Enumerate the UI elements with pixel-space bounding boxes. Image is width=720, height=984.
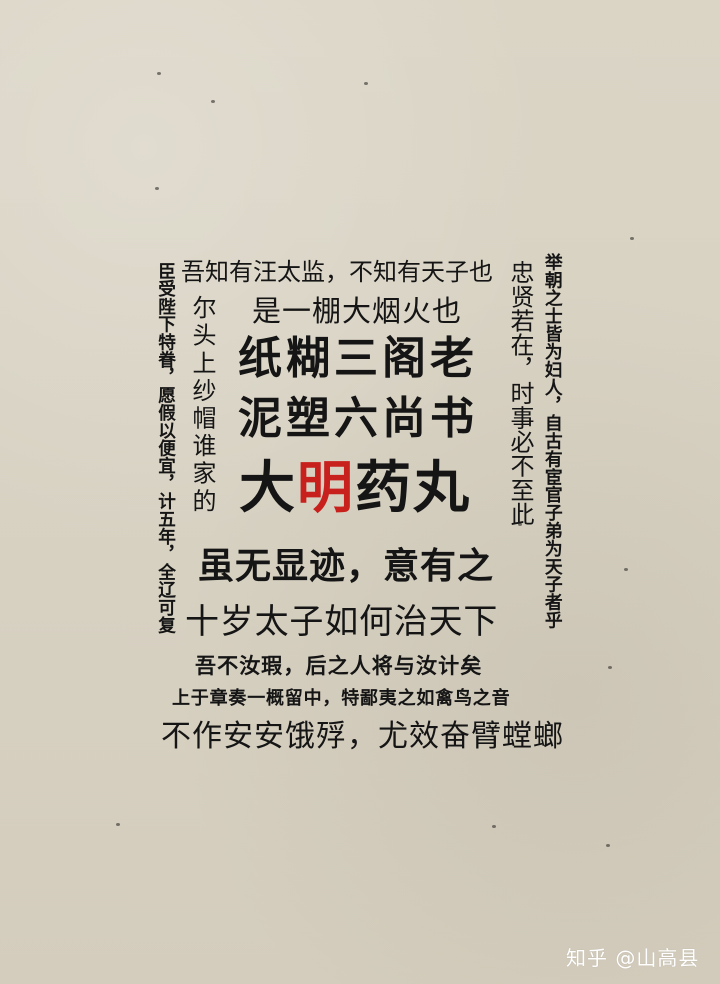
- quote-right-vertical-1: 忠贤若在，时事必不至此: [506, 260, 534, 527]
- big-char-ming-red: 明: [297, 455, 355, 521]
- paper-speck: [211, 100, 215, 103]
- quote-bottom: 不作安安饿殍，尤效奋臂螳螂: [161, 719, 564, 754]
- quote-right-vertical-2: 举朝之士皆为妇人，自古有宦官子弟为天子者乎: [541, 253, 563, 629]
- paper-speck: [157, 72, 161, 75]
- paper-speck: [608, 666, 612, 669]
- paper-speck: [606, 844, 610, 847]
- paper-speck: [492, 825, 496, 828]
- quote-paper-paste-ministers: 纸糊三阁老: [238, 333, 478, 384]
- quote-fireworks: 是一棚大烟火也: [252, 294, 463, 328]
- paper-speck: [155, 187, 159, 190]
- quote-left-vertical-1: 臣受陛下特眷，愿假以便宜，计五年，全辽可复: [155, 262, 176, 634]
- quote-ten-year-prince: 十岁太子如何治天下: [185, 602, 499, 642]
- paper-speck: [364, 82, 368, 85]
- quote-left-vertical-2: 尔头上纱帽谁家的: [188, 295, 216, 516]
- paper-speck: [518, 523, 522, 526]
- quote-memorial: 上于章奏一概留中，特鄙夷之如禽鸟之音: [172, 688, 511, 709]
- quote-top-line: 吾知有汪太监，不知有天子也: [181, 258, 493, 286]
- quote-no-trace: 虽无显迹，意有之: [198, 545, 495, 587]
- quote-clay-ministers: 泥塑六尚书: [238, 393, 478, 444]
- quote-da-ming-pill: 大明药丸: [239, 460, 471, 516]
- big-char-da: 大: [239, 455, 297, 521]
- quote-not-flaw: 吾不汝瑕，后之人将与汝计矣: [195, 654, 483, 678]
- paper-speck: [116, 823, 120, 826]
- zhihu-watermark: 知乎 @山高县: [566, 946, 700, 970]
- paper-speck: [624, 568, 628, 571]
- paper-speck: [630, 237, 634, 240]
- big-char-medicine-pill: 药丸: [355, 455, 471, 521]
